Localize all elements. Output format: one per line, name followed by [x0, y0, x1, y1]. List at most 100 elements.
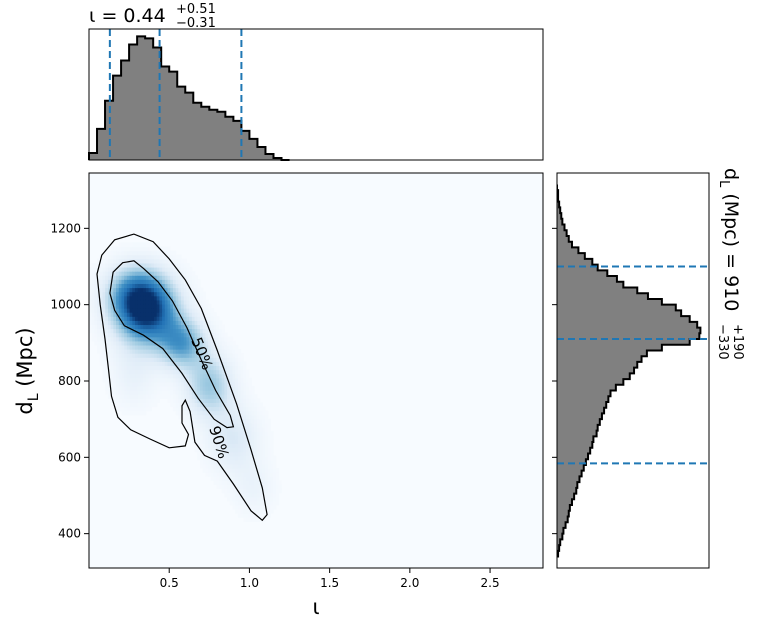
density-cell	[110, 312, 114, 317]
density-cell	[145, 332, 150, 338]
density-cell	[121, 344, 125, 350]
density-cell	[105, 332, 109, 338]
density-cell	[218, 381, 223, 387]
density-cell	[218, 468, 223, 473]
density-cell	[91, 324, 96, 330]
density-cell	[113, 312, 117, 317]
density-cell	[170, 312, 174, 317]
density-cell	[137, 406, 142, 412]
density-cell	[143, 246, 147, 252]
density-cell	[121, 279, 125, 284]
density-cell	[208, 357, 212, 362]
right-hist-bar	[557, 527, 564, 535]
density-cell	[237, 439, 242, 444]
density-cell	[183, 402, 188, 408]
density-cell	[202, 369, 207, 375]
density-cell	[199, 361, 204, 367]
density-cell	[216, 435, 220, 440]
density-cell	[124, 275, 128, 280]
density-cell	[189, 402, 193, 408]
density-cell	[121, 258, 125, 264]
density-cell	[156, 246, 160, 252]
density-cell	[126, 316, 131, 321]
density-cell	[124, 340, 128, 346]
density-cell	[264, 439, 269, 444]
density-cell	[246, 492, 250, 498]
density-cell	[227, 422, 231, 428]
density-cell	[159, 340, 163, 346]
density-cell	[135, 275, 139, 280]
density-cell	[229, 488, 234, 494]
density-cell	[267, 468, 271, 473]
density-cell	[148, 377, 152, 383]
density-cell	[189, 369, 193, 375]
density-cell	[251, 472, 255, 477]
density-cell	[232, 340, 236, 346]
density-cell	[243, 369, 247, 375]
density-cell	[251, 422, 255, 428]
density-cell	[178, 357, 182, 362]
density-cell	[229, 402, 234, 408]
right-title-sup: +190	[730, 324, 745, 360]
density-cell	[170, 361, 174, 367]
density-cell	[135, 328, 139, 334]
density-cell	[181, 373, 185, 379]
density-cell	[151, 287, 155, 293]
density-cell	[240, 426, 244, 432]
right-hist-bar	[557, 304, 676, 311]
density-cell	[137, 303, 142, 309]
density-cell	[164, 258, 169, 264]
density-cell	[216, 414, 220, 420]
right-hist-bar	[557, 367, 635, 374]
right-hist-bar	[557, 327, 701, 334]
density-cell	[264, 410, 269, 416]
density-cell	[227, 385, 231, 391]
density-cell	[199, 451, 204, 457]
density-cell	[129, 324, 133, 330]
density-cell	[259, 488, 263, 494]
density-cell	[105, 385, 109, 391]
density-cell	[189, 394, 193, 399]
density-cell	[186, 406, 190, 412]
density-cell	[162, 390, 166, 395]
density-cell	[126, 385, 131, 391]
density-cell	[205, 328, 209, 334]
density-cell	[140, 250, 144, 256]
density-cell	[148, 312, 152, 317]
density-cell	[273, 492, 277, 498]
density-cell	[91, 336, 96, 342]
density-cell	[94, 328, 98, 334]
density-cell	[145, 283, 150, 289]
density-cell	[102, 295, 106, 301]
density-cell	[145, 381, 150, 387]
density-cell	[237, 431, 242, 436]
density-cell	[199, 299, 204, 305]
density-cell	[189, 328, 193, 334]
density-cell	[105, 287, 109, 293]
density-cell	[170, 349, 174, 354]
density-cell	[181, 398, 185, 403]
density-cell	[216, 328, 220, 334]
density-cell	[235, 357, 239, 362]
density-cell	[105, 320, 109, 326]
density-cell	[237, 447, 242, 453]
right-hist-bar	[557, 218, 563, 225]
density-cell	[135, 369, 139, 375]
right-hist-bar	[557, 253, 585, 260]
density-cell	[137, 279, 142, 284]
density-cell	[224, 394, 228, 399]
right-hist-bar	[557, 539, 561, 546]
density-cell	[110, 361, 114, 367]
density-cell	[208, 459, 212, 465]
density-cell	[189, 308, 193, 313]
density-cell	[140, 291, 144, 297]
density-cell	[175, 275, 179, 280]
density-cell	[213, 451, 217, 457]
density-cell	[181, 299, 185, 305]
density-cell	[197, 336, 201, 342]
density-cell	[170, 402, 174, 408]
density-cell	[137, 287, 142, 293]
density-cell	[224, 422, 228, 428]
density-cell	[143, 324, 147, 330]
density-cell	[221, 332, 225, 338]
